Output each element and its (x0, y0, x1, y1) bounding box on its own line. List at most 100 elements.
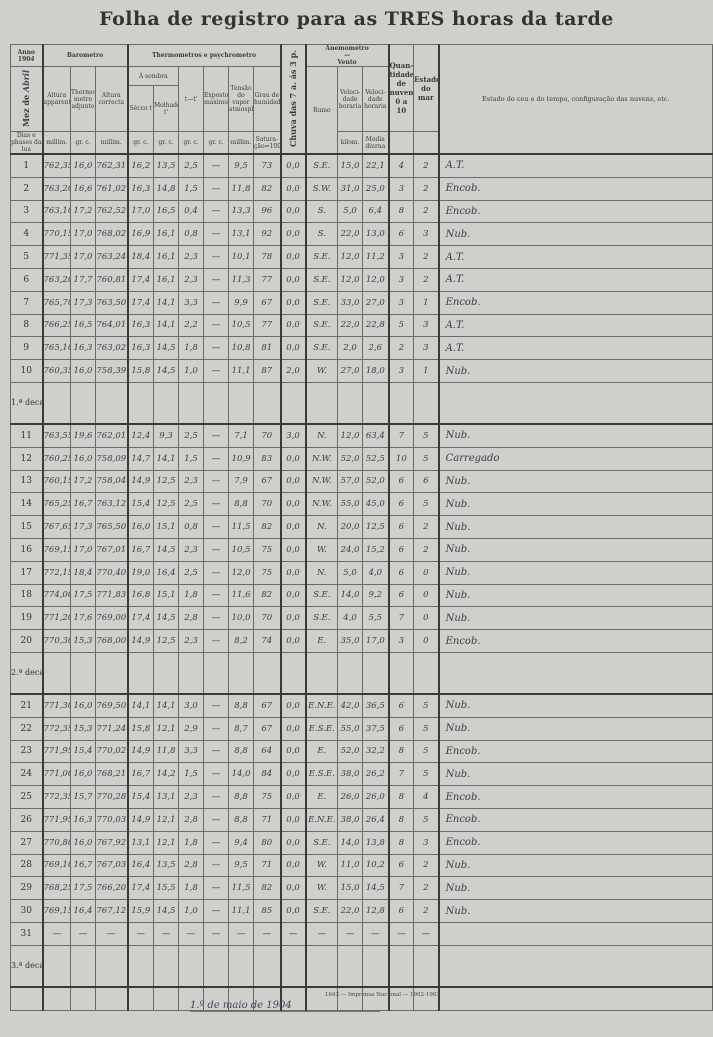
cell: 16,3 (126, 313, 155, 338)
cell: 15,2 (362, 537, 390, 562)
cell: 4 (387, 153, 415, 178)
cell: 6 (413, 469, 440, 494)
cell: 2 (413, 853, 440, 878)
cell: 768,00 (94, 629, 129, 653)
cell (10, 986, 43, 1011)
cell (304, 381, 339, 425)
cell: 3 (387, 290, 415, 315)
anno-cell: Anno 1904 (10, 44, 43, 67)
cell: 17,3 (70, 290, 96, 315)
cell: Encob. (437, 629, 713, 653)
cell: 75 (253, 537, 282, 562)
cell: 10,5 (228, 313, 255, 338)
cell: 5 (413, 739, 440, 764)
cell: Nub. (437, 693, 713, 718)
cell: 0,0 (279, 313, 307, 338)
estado-ceu-header: Estado do ceu e do tempo, configuração d… (437, 44, 713, 155)
cell (203, 944, 230, 988)
cell: 8 (387, 199, 415, 224)
decade-label: 2.ª decada (10, 651, 43, 695)
cell (70, 986, 96, 1011)
cell: 17,4 (126, 876, 155, 901)
cell: 770,02 (94, 739, 129, 764)
cell: — (203, 606, 230, 631)
cell: 14,2 (153, 762, 180, 787)
cell: N.W. (304, 492, 339, 517)
cell: 14,0 (337, 830, 364, 855)
cell: 33,0 (337, 290, 364, 315)
cell: 11,8 (228, 176, 255, 201)
cell: E. (304, 739, 339, 764)
cell: 11,1 (228, 359, 255, 383)
cell: 70 (253, 492, 282, 517)
cell: 765,10 (41, 336, 71, 361)
cell: 13,5 (153, 853, 180, 878)
cell: 8 (387, 830, 415, 855)
table-row: 5 771,35 17,0 763,24 18,4 16,1 2,3—10,1 78 0,0 S.… (10, 245, 713, 269)
table-row: 12 760,25 16,0 758,09 14,7 14,1 1,5—10,9 83 0,0 N… (10, 446, 713, 471)
day-number: 25 (10, 785, 43, 809)
cell: 35,0 (337, 629, 364, 653)
cell: 13,1 (126, 830, 155, 855)
cell: 12,1 (153, 830, 180, 855)
cell: 769,15 (41, 537, 71, 562)
cell: S.E. (304, 583, 339, 608)
cell: 17,2 (70, 469, 96, 494)
cell: 96 (253, 199, 282, 224)
cell: 16,7 (126, 762, 155, 787)
cell: 11,6 (228, 583, 255, 608)
cell: 765,70 (41, 290, 71, 315)
cell: 2,6 (362, 336, 390, 361)
cell: 8,2 (228, 629, 255, 653)
cell: 6 (387, 222, 415, 247)
cell: 2,3 (178, 629, 205, 653)
cell: 0,0 (279, 830, 307, 855)
cell: 2 (413, 199, 440, 224)
cell: Nub. (437, 583, 713, 608)
cell: A.T. (437, 336, 713, 361)
cell: A.T. (437, 313, 713, 338)
cell: 71 (253, 853, 282, 878)
cell: — (203, 199, 230, 224)
cell: 763,50 (94, 290, 129, 315)
cell: 85 (253, 899, 282, 923)
cell: 26,2 (362, 762, 390, 787)
cell: 13,3 (228, 199, 255, 224)
cell: 16,0 (126, 515, 155, 539)
cell: 63,4 (362, 423, 390, 448)
cell: 57,0 (337, 469, 364, 494)
cell: 7 (387, 423, 415, 448)
cell: 27,0 (337, 359, 364, 383)
cell (362, 651, 390, 695)
day-number: 3 (10, 199, 43, 224)
cell: 25,0 (362, 176, 390, 201)
cell: — (203, 492, 230, 517)
cell: S.E. (304, 245, 339, 269)
cell: 12,1 (153, 716, 180, 741)
cell: 22,8 (362, 313, 390, 338)
cell: 16,5 (70, 313, 96, 338)
cell: E.S.E. (304, 716, 339, 741)
cell: 11,0 (337, 853, 364, 878)
day-number: 7 (10, 290, 43, 315)
cell: Nub. (437, 716, 713, 741)
cell: 14,5 (153, 606, 180, 631)
cell: 64 (253, 739, 282, 764)
cell: — (203, 830, 230, 855)
cell: 764,01 (94, 313, 129, 338)
cell: 14,5 (153, 899, 180, 923)
cell: 11,1 (228, 899, 255, 923)
cell: 7 (387, 762, 415, 787)
exposto-header: Exposto maximo (203, 66, 230, 132)
cell: E.N.E. (304, 693, 339, 718)
cell: 14,5 (153, 537, 180, 562)
cell (94, 986, 129, 1011)
cell (203, 651, 230, 695)
cell (362, 944, 390, 988)
cell: 2,9 (178, 716, 205, 741)
cell: 0,0 (279, 222, 307, 247)
a-sombra-header: À sombra (126, 66, 180, 86)
cell: 0,0 (279, 807, 307, 832)
unit: Satura-ção=100 (253, 131, 282, 155)
cell: — (253, 921, 282, 946)
